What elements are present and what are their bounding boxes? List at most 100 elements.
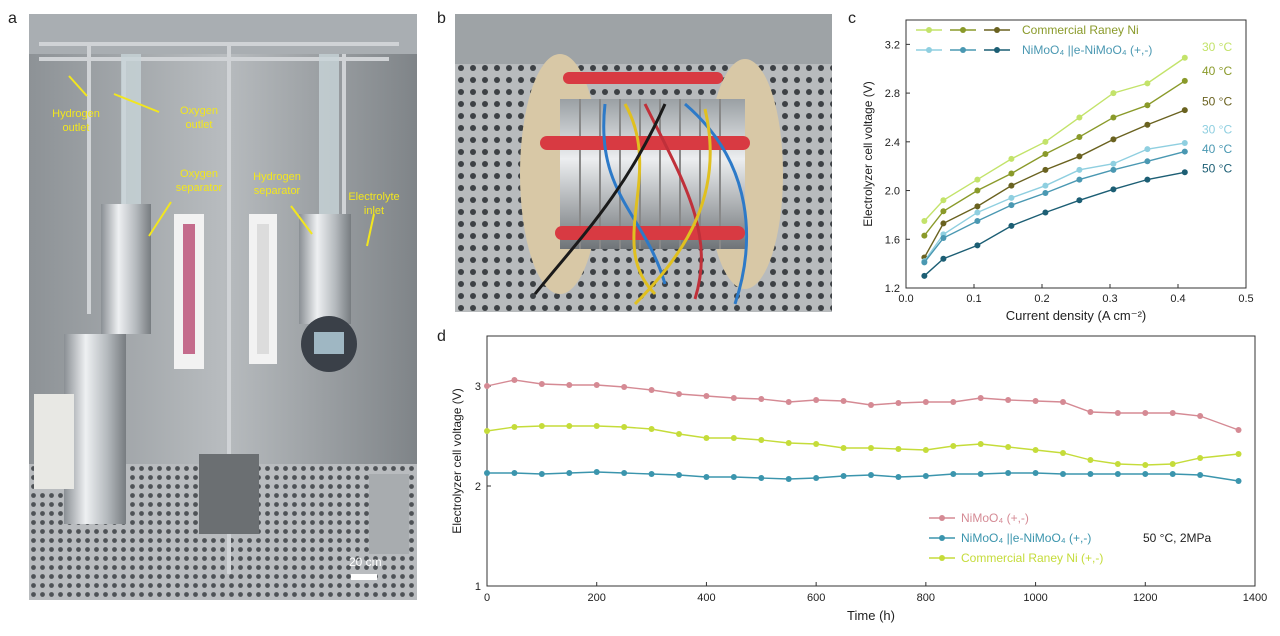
chart-d-legend-marker [939,515,945,521]
label-oxygen-outlet-1: Oxygen [180,105,218,117]
chart-d-series-line-0 [486,379,1239,431]
chart-c-frame [905,19,1247,289]
chart-c-point [1144,146,1151,153]
chart-d-point [1169,471,1176,477]
chart-d-point [868,472,874,478]
chart-d-frame [486,335,1256,587]
chart-c-point [1110,160,1117,167]
chart-d-point [703,393,710,399]
chart-d-xtick-label: 800 [917,592,935,604]
chart-d-point [484,428,490,434]
chart-c-legend-marker [926,27,932,33]
chart-d-xtick-label: 1000 [1023,592,1047,604]
chart-c-series-line-4 [923,150,1185,263]
chart-d-xtick-label: 1200 [1133,592,1157,604]
chart-c-ytick-label: 1.2 [885,283,900,295]
chart-d-point [1114,461,1121,467]
chart-d-point [1032,470,1039,476]
chart-d-legend-marker [939,535,945,541]
label-oxygen-outlet-2: outlet [186,119,213,131]
chart-d-legend-label: NiMoO₄ ||e-NiMoO₄ (+,-) [961,531,1091,545]
chart-d-point [868,402,874,408]
chart-d-point [566,423,573,429]
chart-d-point [840,398,847,404]
chart-c-temp-label: 30 °C [1202,123,1232,137]
chart-d-point [922,473,929,479]
chart-c-point [1042,189,1049,196]
panel-d-letter: d [437,328,446,345]
chart-d-point [1169,410,1176,416]
chart-c-point [921,259,928,266]
chart-c-point [1144,176,1151,183]
chart-c-temp-label: 50 °C [1202,162,1232,176]
chart-d-point [703,435,710,441]
chart-c-point [1042,151,1049,157]
chart-c-point [1076,176,1083,183]
chart-c-point [974,187,981,194]
panel-a-photo: 20 cm Hydrogen outlet Oxygen outlet Oxyg… [29,14,417,600]
chart-d-point [895,474,902,480]
chart-d-point [676,391,682,397]
chart-d-point [895,400,902,406]
chart-d-point [566,382,573,388]
chart-d-point [1142,462,1149,468]
chart-c-legend-marker [926,47,932,53]
chart-c-point [1008,222,1015,229]
chart-c-point [1144,102,1151,109]
panel-b-letter: b [437,10,446,27]
chart-d-point [1060,471,1066,477]
chart-c-point [1110,166,1117,173]
chart-d-point [538,471,545,477]
chart-d-point [840,445,847,451]
chart-c-point [1181,169,1188,176]
chart-d-point [785,476,792,482]
chart-c-xtick-label: 0.1 [966,293,981,305]
chart-d-point [593,382,600,388]
chart-d-xtick-label: 1400 [1243,592,1267,604]
chart-c-legend-marker [960,27,966,33]
chart-c-point [1110,114,1117,121]
chart-d-point [676,472,682,478]
chart-d-point [1087,457,1094,463]
chart-d-point [511,377,518,383]
chart-d: 0 200 400 600 800 1000 1200 1400 1 2 3 Time (h) Elec… [450,335,1267,623]
chart-d-point [785,399,792,405]
chart-d-point [922,447,929,453]
chart-d-point [1032,398,1039,404]
chart-c-xtick-label: 0.0 [898,293,913,305]
chart-c-point [1181,54,1188,61]
chart-d-point [648,387,655,393]
chart-c-point [1042,182,1049,189]
chart-c-point [974,242,981,249]
chart-c-point [1076,153,1083,160]
chart-d-point [484,470,490,476]
chart-d-point [621,424,628,430]
label-oxygen-separator-1: Oxygen [180,168,218,180]
chart-c-point [1076,114,1083,121]
chart-d-point [1087,471,1094,477]
chart-c-point [940,255,947,262]
chart-c-point [1110,90,1117,97]
chart-c-ytick-label: 2.8 [885,88,900,100]
chart-d-point [511,470,518,476]
chart-c-point [940,208,947,215]
chart-d-annotation: 50 °C, 2MPa [1143,531,1211,545]
chart-c-temp-label: 40 °C [1202,64,1232,78]
chart-c-point [940,197,947,204]
chart-d-point [1005,444,1012,450]
chart-d-point [1060,450,1066,456]
chart-d-point [1197,413,1204,419]
chart-d-point [621,470,628,476]
chart-d-series-line-2 [486,425,1239,466]
chart-d-point [1169,461,1176,467]
chart-d-point [758,396,765,402]
chart-c-temp-label: 50 °C [1202,95,1232,109]
chart-c-point [1076,166,1083,173]
chart-c-point [1144,158,1151,165]
chart-c-point [1076,197,1083,204]
chart-c: 0.0 0.1 0.2 0.3 0.4 0.5 1.2 1.6 2.0 2.4 2.8 3.2 Curr… [861,19,1254,323]
chart-c-point [1008,202,1015,209]
electrolyzer-system-photo: 20 cm Hydrogen outlet Oxygen outlet Oxyg… [29,14,417,600]
chart-d-point [676,431,682,437]
chart-d-point [1005,470,1012,476]
